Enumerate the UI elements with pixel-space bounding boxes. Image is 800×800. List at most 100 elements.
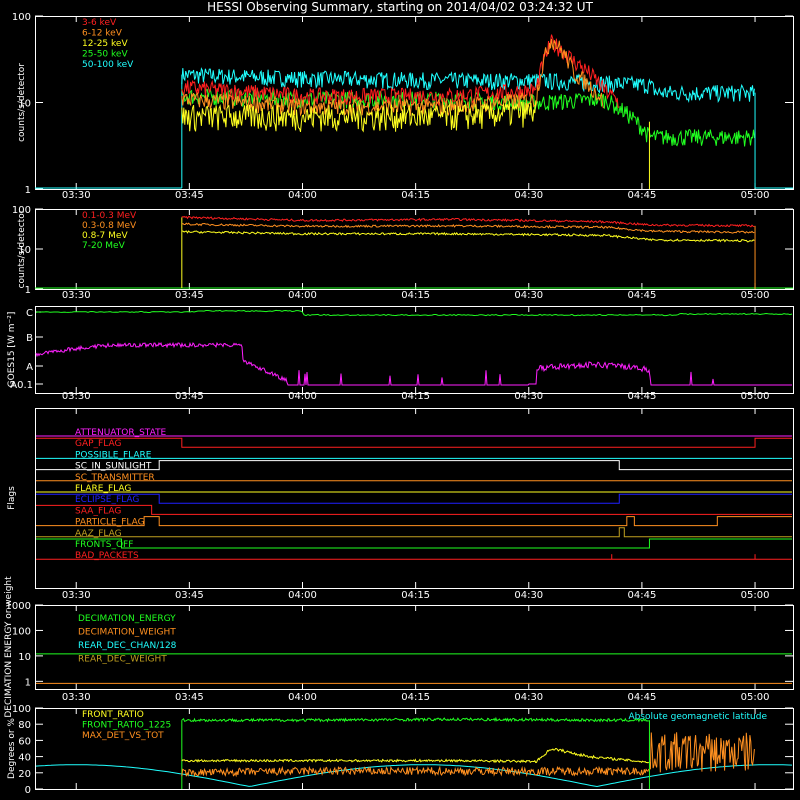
y-axis-label: DECIMATION ENERGY or weight [4,576,14,718]
y-axis-label: counts/s/detector [17,63,27,142]
legend-entry: REAR_DEC_CHAN/128 [78,641,177,651]
y-axis-label: Flags [7,486,17,510]
flag-trace [36,493,792,504]
legend-entry: DECIMATION_ENERGY [78,614,176,624]
time-tick-label: 05:00 [741,290,770,301]
time-tick-label: 03:30 [62,590,91,601]
legend-entry: MAX_DET_VS_TOT [82,731,164,741]
y-tick-label: 100 [12,704,31,715]
y-tick-label: 80 [18,720,31,731]
legend-entry: 7-20 MeV [82,241,126,251]
time-tick-label: 04:45 [627,590,656,601]
time-tick-label: 03:45 [175,590,204,601]
legend-entry: 6-12 keV [82,29,123,39]
flag-trace [36,460,792,471]
y-tick-label: 1000 [6,601,31,612]
time-tick-label: 04:30 [514,190,543,201]
data-traces [35,34,793,789]
time-tick-label: 03:30 [62,290,91,301]
time-tick-label: 04:30 [514,290,543,301]
legend-entry: 25-50 keV [82,50,128,60]
legend-entry: 50-100 keV [82,60,134,70]
axis-ticks [35,15,793,790]
y-tick-label: 1 [25,285,31,296]
flag-trace [36,516,792,527]
panel-6-frame [35,708,794,790]
axis-labels: 03:30 03:45 04:00 04:15 04:30 04:45 05:00 03:30… [4,12,769,796]
flag-label: FLARE_FLAG [75,484,131,494]
time-tick-label: 05:00 [741,391,770,402]
time-tick-label: 04:00 [288,190,317,201]
flag-label: ECLIPSE_FLAG [75,495,139,505]
flag-label: SAA_FLAG [75,506,121,516]
series-trace-0 [181,215,755,228]
y-tick-label: 1 [25,677,31,688]
time-tick-label: 04:00 [288,590,317,601]
time-tick-label: 03:30 [62,190,91,201]
y-tick-label: 60 [18,736,31,747]
panel-5-frame [35,605,794,690]
front-ratio-1225-trace [181,716,650,723]
time-tick-label: 04:45 [627,290,656,301]
y-axis-label: counts/s/detector [17,209,27,288]
geomagnetic-annotation: Absolute geomagnetic latitude [628,712,767,722]
y-tick-label: 10 [18,652,31,663]
y-tick-label: 40 [18,753,31,764]
time-tick-label: 04:15 [401,391,430,402]
series-trace-2 [181,230,755,243]
time-tick-label: 03:30 [62,391,91,402]
y-tick-label: 10 [18,245,31,256]
flag-trace [36,538,792,549]
flag-trace [36,527,792,538]
legend-entry: REAR_DEC_WEIGHT [78,655,167,665]
y-tick-label: A0.1 [10,380,33,391]
max-det-tail-trace [648,732,755,773]
time-tick-label: 04:15 [401,590,430,601]
y-tick-label: 100 [12,12,31,23]
legend-entry: FRONT_RATIO [82,710,144,720]
y-tick-label: B [26,333,33,344]
legend-entry: 0.3-0.8 MeV [82,221,137,231]
y-tick-label: 20 [18,769,31,780]
time-tick-label: 04:30 [514,590,543,601]
series-trace-2 [181,100,537,133]
flag-label: POSSIBLE_FLARE [75,450,152,460]
y-tick-label: 10 [18,99,31,110]
panel-4-frame [35,408,794,589]
time-tick-label: 04:45 [627,391,656,402]
flag-label: GAP_FLAG [75,439,121,449]
geomagnetic-latitude-trace [35,764,793,788]
time-tick-label: 04:15 [401,190,430,201]
series-trace-0 [181,34,620,109]
flag-label: AAZ_FLAG [75,529,122,539]
y-tick-label: C [26,308,33,319]
time-tick-label: 05:00 [741,590,770,601]
flag-label: SC_TRANSMITTER [75,473,155,483]
flag-trace [36,437,792,448]
time-tick-label: 05:00 [741,692,770,703]
y-tick-label: 100 [12,205,31,216]
legend-entry: 3-6 keV [82,18,117,28]
legend-entry: 0.8-7 MeV [82,231,128,241]
time-tick-label: 04:45 [627,190,656,201]
flag-label: ATTENUATOR_STATE [75,428,167,438]
time-tick-label: 03:45 [175,290,204,301]
y-tick-label: A [26,362,33,373]
time-tick-label: 04:00 [288,391,317,402]
time-tick-label: 04:15 [401,692,430,703]
panel-3-frame [35,306,794,394]
y-tick-label: 100 [12,626,31,637]
goes-long-trace [35,309,793,317]
flag-trace [36,504,792,515]
time-tick-label: 04:30 [514,391,543,402]
series-trace-1 [181,222,755,234]
y-tick-label: 1 [25,185,31,196]
time-tick-label: 03:45 [175,391,204,402]
max-det-trace [181,765,650,778]
time-tick-label: 03:45 [175,190,204,201]
time-tick-label: 04:15 [401,290,430,301]
y-axis-label: GOES15 [W m⁻²] [7,312,17,388]
legend-entry: DECIMATION_WEIGHT [78,628,176,638]
flag-label: SC_IN_SUNLIGHT [75,462,152,472]
y-tick-label: 0 [25,785,31,796]
